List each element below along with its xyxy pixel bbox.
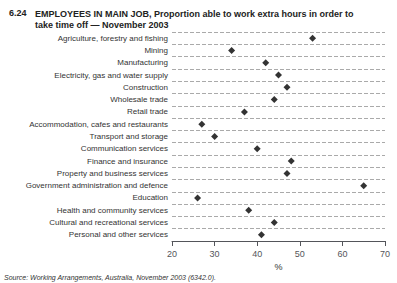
svg-text:Finance and insurance: Finance and insurance	[87, 157, 168, 166]
svg-text:40: 40	[252, 249, 262, 259]
svg-text:50: 50	[295, 249, 305, 259]
svg-text:60: 60	[337, 249, 347, 259]
svg-text:Construction: Construction	[123, 83, 168, 92]
svg-text:30: 30	[210, 249, 220, 259]
svg-text:Accommodation, cafes and resta: Accommodation, cafes and restaurants	[29, 120, 168, 129]
svg-text:Health and community services: Health and community services	[57, 206, 168, 215]
svg-text:Agriculture, forestry and fish: Agriculture, forestry and fishing	[58, 34, 168, 43]
svg-text:Personal and other services: Personal and other services	[69, 230, 168, 239]
svg-text:take time off — November 2003: take time off — November 2003	[35, 20, 169, 30]
svg-text:Education: Education	[132, 193, 168, 202]
svg-text:70: 70	[380, 249, 390, 259]
svg-text:Property and business services: Property and business services	[57, 169, 168, 178]
svg-text:20: 20	[167, 249, 177, 259]
svg-text:Government administration and: Government administration and defence	[26, 181, 169, 190]
svg-text:Communication services: Communication services	[81, 144, 168, 153]
svg-text:Source: Working Arrangements,: Source: Working Arrangements, Australia,…	[4, 274, 216, 282]
svg-text:Electricity, gas and water sup: Electricity, gas and water supply	[54, 71, 168, 80]
svg-text:%: %	[274, 262, 282, 272]
svg-text:Transport and storage: Transport and storage	[90, 132, 169, 141]
svg-text:EMPLOYEES IN MAIN JOB, Proport: EMPLOYEES IN MAIN JOB, Proportion able t…	[35, 9, 354, 19]
svg-text:Manufacturing: Manufacturing	[117, 58, 168, 67]
svg-text:Retail trade: Retail trade	[127, 107, 168, 116]
svg-text:6.24: 6.24	[9, 8, 27, 18]
svg-text:Cultural and recreational serv: Cultural and recreational services	[49, 218, 168, 227]
svg-text:Mining: Mining	[144, 46, 168, 55]
svg-text:Wholesale trade: Wholesale trade	[110, 95, 168, 104]
